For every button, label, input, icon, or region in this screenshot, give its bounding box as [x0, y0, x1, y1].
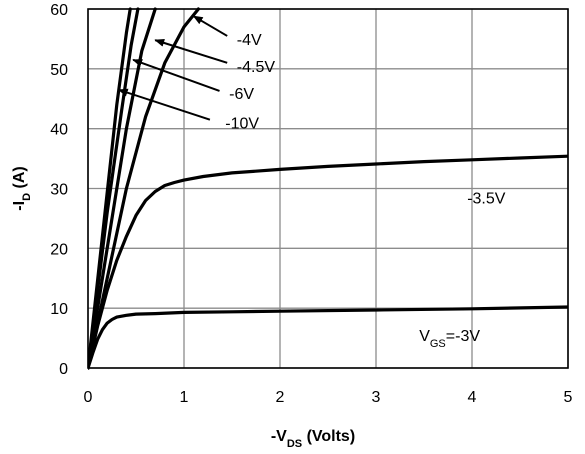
series-line-1	[88, 154, 568, 370]
x-tick-label-5: 5	[564, 389, 573, 406]
y-tick-label-5: 50	[50, 62, 68, 79]
y-tick-label-2: 20	[50, 241, 68, 258]
x-tick-label-3: 3	[372, 389, 381, 406]
y-tick-label-3: 30	[50, 182, 68, 199]
annotation-label-2: -6V	[229, 86, 254, 103]
plot-frame	[87, 8, 569, 369]
annotation-label-4: -3.5V	[467, 190, 506, 207]
series-line-2	[88, 7, 200, 370]
annotation-arrow-0	[192, 15, 228, 37]
y-tick-label-1: 10	[50, 301, 68, 318]
annotations: -4V -4.5V -6V -10V -3.5V VGS=-3V	[117, 15, 506, 350]
annotation-label-1: -4.5V	[237, 59, 276, 76]
y-tick-label-6: 60	[50, 2, 68, 19]
series-line-5	[88, 7, 132, 370]
annotation-arrow-1	[154, 39, 228, 64]
y-axis-label: -ID (A)	[11, 166, 33, 210]
x-tick-label-4: 4	[468, 389, 477, 406]
series-line-3	[88, 7, 157, 370]
x-tick-label-1: 1	[180, 389, 189, 406]
x-axis-label: -VDS (Volts)	[271, 428, 355, 450]
plot-border	[87, 8, 569, 369]
y-tick-label-4: 40	[50, 122, 68, 139]
x-tick-label-0: 0	[84, 389, 93, 406]
annotation-arrow-2	[132, 58, 220, 92]
annotation-label-5: VGS=-3V	[419, 328, 480, 350]
annotation-arrow-3	[117, 88, 211, 121]
y-tick-label-0: 0	[59, 361, 68, 378]
annotation-label-3: -10V	[225, 116, 259, 133]
series-line-0	[88, 305, 568, 370]
curves	[88, 7, 568, 370]
annotation-label-0: -4V	[237, 32, 262, 49]
x-tick-label-2: 2	[276, 389, 285, 406]
